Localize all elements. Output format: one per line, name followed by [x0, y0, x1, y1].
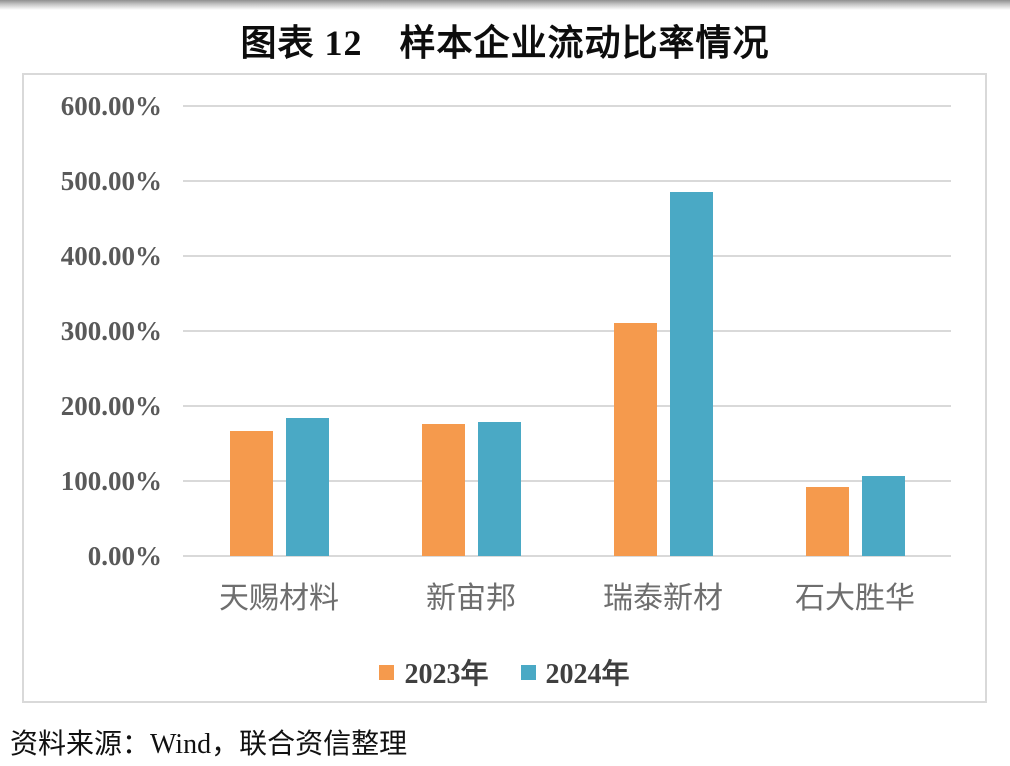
x-axis: 天赐材料 新宙邦 瑞泰新材 石大胜华 [183, 578, 951, 620]
legend-item-2024年: 2024年 [520, 652, 630, 692]
page-top-edge-shadow [0, 0, 1010, 10]
y-axis-tick-label: 400.00% [60, 241, 162, 271]
y-axis-tick-label: 200.00% [60, 391, 162, 421]
x-axis-category-label: 新宙邦 [426, 582, 516, 615]
bar-2024年-天赐材料 [286, 418, 329, 556]
gridline [183, 180, 951, 182]
legend-label: 2024年 [545, 659, 630, 690]
legend-swatch-icon [379, 664, 395, 680]
bar-2024年-瑞泰新材 [670, 192, 713, 556]
y-axis-tick-label: 100.00% [60, 466, 162, 496]
y-axis-tick-label: 500.00% [60, 166, 162, 196]
legend: 2023年 2024年 [24, 652, 985, 692]
bar-2023年-新宙邦 [422, 424, 465, 556]
x-axis-category-label: 瑞泰新材 [603, 582, 723, 615]
plot-area [183, 105, 951, 557]
source-note: 资料来源：Wind，联合资信整理 [10, 729, 408, 760]
bar-2023年-石大胜华 [806, 487, 849, 556]
y-axis-tick-label: 300.00% [60, 316, 162, 346]
legend-swatch-icon [520, 664, 536, 680]
chart-frame: 0.00% 100.00% 200.00% 300.00% 400.00% 500.00%… [22, 73, 987, 703]
bar-2024年-新宙邦 [478, 422, 521, 556]
gridline [183, 405, 951, 407]
y-axis: 0.00% 100.00% 200.00% 300.00% 400.00% 500.00%… [24, 75, 162, 701]
x-axis-category-label: 天赐材料 [219, 582, 339, 615]
x-axis-category-label: 石大胜华 [795, 582, 915, 615]
legend-item-2023年: 2023年 [379, 652, 489, 692]
gridline [183, 105, 951, 107]
gridline [183, 255, 951, 257]
gridline [183, 480, 951, 482]
legend-label: 2023年 [404, 659, 489, 690]
bar-2024年-石大胜华 [862, 476, 905, 556]
y-axis-tick-label: 600.00% [60, 91, 162, 121]
y-axis-tick-label: 0.00% [87, 541, 162, 571]
chart-title: 图表 12 样本企业流动比率情况 [240, 23, 770, 63]
bar-2023年-瑞泰新材 [614, 323, 657, 556]
bar-2023年-天赐材料 [230, 431, 273, 556]
gridline [183, 555, 951, 557]
gridline [183, 330, 951, 332]
